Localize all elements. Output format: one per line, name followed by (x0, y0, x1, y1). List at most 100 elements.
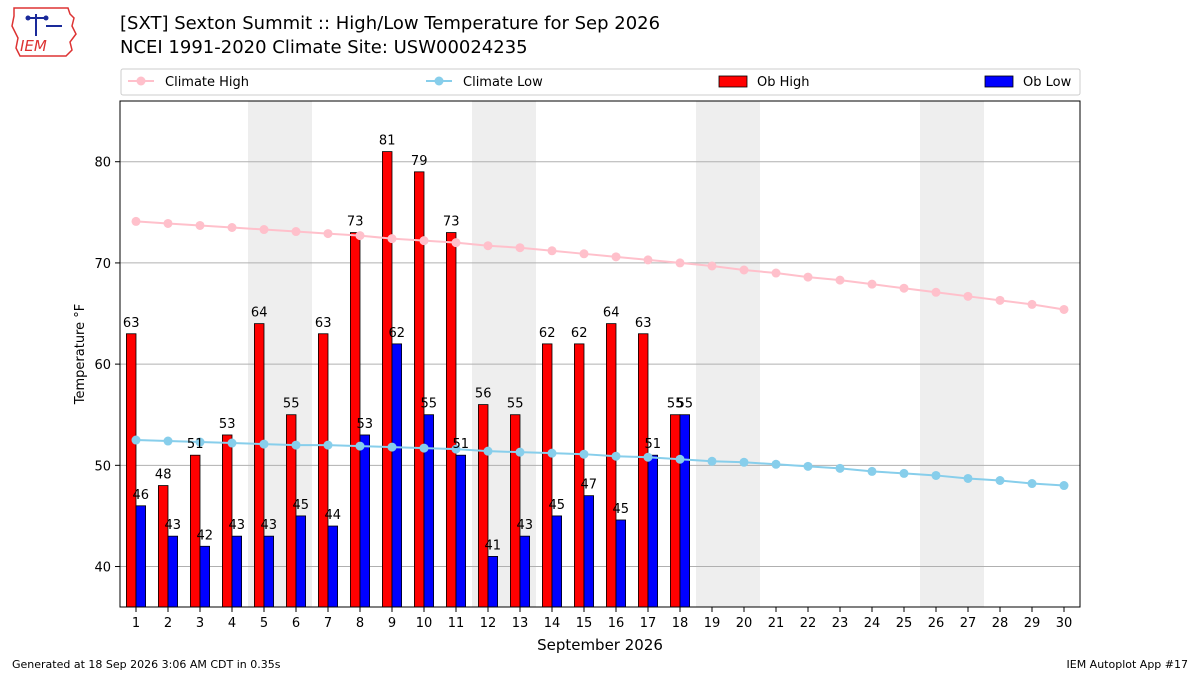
bar-ob-high (317, 333, 329, 608)
climate-high-point (323, 229, 333, 239)
x-tick-label: 27 (960, 616, 977, 631)
bar-ob-low (487, 556, 499, 608)
x-tick-label: 20 (736, 616, 753, 631)
label-ob-low: 43 (229, 518, 246, 533)
x-tick-label: 3 (196, 616, 204, 631)
legend-label: Ob High (757, 75, 810, 90)
legend-frame (120, 68, 1081, 96)
x-tick-label: 7 (324, 616, 332, 631)
x-tick-label: 6 (292, 616, 300, 631)
climate-low-point (771, 459, 781, 469)
climate-high-point (131, 216, 141, 226)
x-tick-label: 8 (356, 616, 364, 631)
label-ob-low: 47 (581, 478, 598, 493)
climate-high-point (995, 295, 1005, 305)
label-ob-high: 56 (475, 387, 492, 402)
y-tick-label: 60 (94, 358, 111, 373)
label-ob-low: 44 (325, 508, 342, 523)
climate-high-point (515, 243, 525, 253)
x-tick-label: 30 (1056, 616, 1073, 631)
x-tick-label: 25 (896, 616, 913, 631)
x-tick-label: 28 (992, 616, 1009, 631)
climate-low-point (515, 447, 525, 457)
x-tick-label: 16 (608, 616, 625, 631)
x-tick-label: 9 (388, 616, 396, 631)
label-ob-high: 63 (315, 316, 332, 331)
label-ob-low: 46 (133, 488, 150, 503)
bar-ob-low (519, 535, 531, 608)
label-ob-high: 53 (219, 417, 236, 432)
label-ob-high: 79 (411, 154, 428, 169)
weekend-band (696, 101, 760, 607)
legend-swatch-marker (136, 76, 146, 86)
climate-high-point (643, 255, 653, 265)
label-ob-high: 55 (667, 397, 684, 412)
x-tick-label: 10 (416, 616, 433, 631)
weather-station-icon (25, 14, 62, 36)
bar-ob-low (231, 535, 243, 608)
weekend-band (920, 101, 984, 607)
climate-low-line (135, 439, 1065, 487)
climate-low-point (963, 473, 973, 483)
label-ob-low: 62 (389, 326, 406, 341)
x-tick-label: 24 (864, 616, 881, 631)
climate-low-point (131, 435, 141, 445)
bar-ob-low (391, 343, 403, 608)
bar-ob-low (263, 535, 275, 608)
x-tick-label: 14 (544, 616, 561, 631)
app-credit: IEM Autoplot App #17 (1066, 658, 1189, 671)
climate-high-point (771, 268, 781, 278)
x-tick-label: 29 (1024, 616, 1041, 631)
bar-ob-low (615, 519, 627, 608)
climate-high-point (259, 225, 269, 235)
climate-high-point (387, 234, 397, 244)
label-ob-high: 55 (507, 397, 524, 412)
climate-low-point (643, 452, 653, 462)
label-ob-high: 51 (187, 437, 204, 452)
climate-high-point (1059, 304, 1069, 314)
label-ob-high: 62 (539, 326, 556, 341)
bar-ob-high (157, 485, 169, 608)
label-ob-low: 42 (197, 528, 214, 543)
x-tick-label: 22 (800, 616, 817, 631)
climate-high-point (579, 249, 589, 259)
label-ob-high: 73 (347, 215, 364, 230)
bar-ob-high (126, 333, 137, 608)
bar-ob-high (445, 232, 457, 608)
label-ob-high: 62 (571, 326, 588, 341)
x-tick-label: 4 (228, 616, 236, 631)
climate-low-point (387, 442, 397, 452)
legend: Climate High Climate Low Ob High Ob Low (120, 68, 1081, 96)
climate-high-point (611, 252, 621, 262)
plot-frame (119, 100, 1081, 608)
climate-low-point (739, 457, 749, 467)
label-ob-low: 55 (421, 397, 438, 412)
label-ob-low: 53 (357, 417, 374, 432)
climate-high-point (867, 279, 877, 289)
label-ob-low: 45 (293, 498, 310, 513)
label-ob-high: 64 (603, 306, 620, 321)
label-ob-low: 55 (677, 397, 694, 412)
climate-high-point (483, 241, 493, 251)
climate-low-point (675, 454, 685, 464)
climate-high-point (835, 275, 845, 285)
climate-high-point (451, 238, 461, 248)
x-tick-label: 11 (448, 616, 465, 631)
y-axis-label: Temperature °F (73, 304, 88, 405)
x-tick-label: 21 (768, 616, 785, 631)
x-tick-label: 23 (832, 616, 849, 631)
y-tick-label: 50 (94, 459, 111, 474)
bar-ob-low (551, 515, 563, 608)
climate-low-point (227, 438, 237, 448)
climate-low-point (163, 436, 173, 446)
label-ob-low: 51 (453, 437, 470, 452)
climate-high-point (419, 236, 429, 246)
climate-high-point (899, 283, 909, 293)
x-tick-label: 12 (480, 616, 497, 631)
bar-ob-low (327, 525, 339, 608)
bar-ob-low (423, 414, 435, 608)
climate-low-point (355, 441, 365, 451)
label-ob-high: 81 (379, 134, 396, 149)
label-ob-low: 43 (261, 518, 278, 533)
